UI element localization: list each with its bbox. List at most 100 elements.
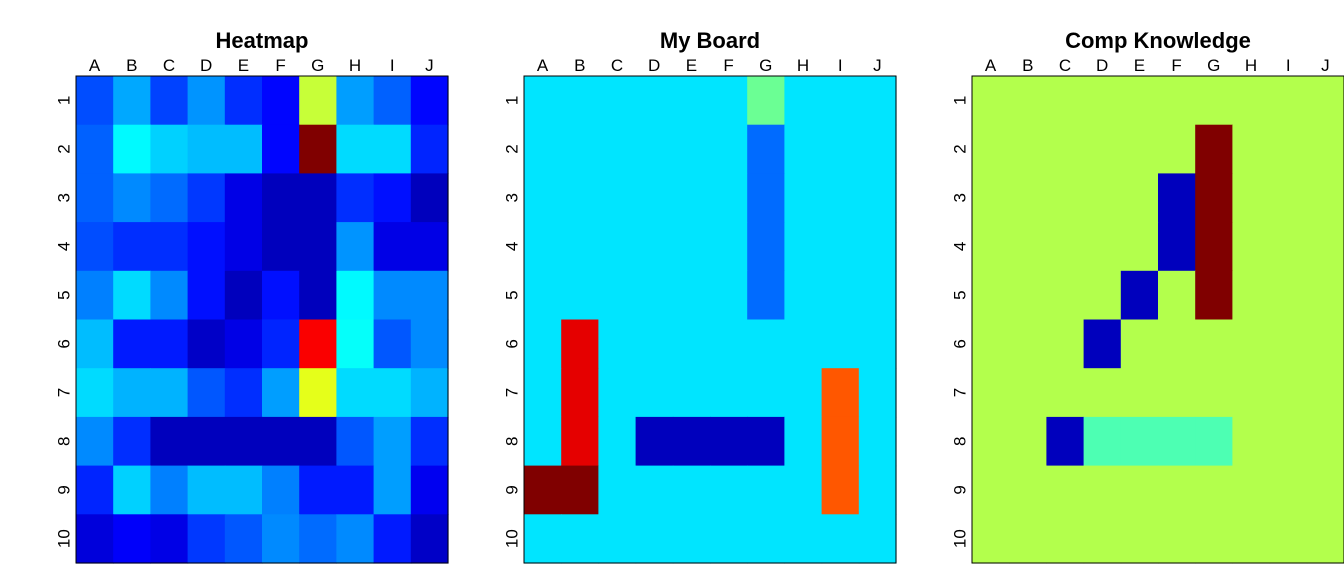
heatmap-cell xyxy=(1158,514,1196,564)
heatmap-cell xyxy=(972,514,1010,564)
plot-border xyxy=(971,75,1344,564)
y-tick-label: 1 xyxy=(55,96,74,105)
heatmap-cell xyxy=(76,124,114,174)
heatmap-cell xyxy=(1158,270,1196,321)
heatmap-cell xyxy=(524,514,562,564)
heatmap-cell xyxy=(224,514,263,564)
heatmap-cell xyxy=(635,368,674,418)
heatmap-cell xyxy=(524,173,562,223)
heatmap-cell xyxy=(373,416,412,467)
x-tick-label: C xyxy=(163,56,175,75)
heatmap-cell xyxy=(710,465,748,515)
x-tick-label: E xyxy=(1134,56,1145,75)
heatmap-cell xyxy=(410,319,449,369)
heatmap-cell xyxy=(262,222,300,272)
heatmap-cell xyxy=(1046,416,1085,467)
y-tick-label: 10 xyxy=(951,529,970,548)
heatmap-cell xyxy=(1083,465,1122,515)
y-tick-label: 3 xyxy=(503,193,522,202)
heatmap-cell xyxy=(336,465,375,515)
heatmap-cell xyxy=(784,465,823,515)
heatmap-cell xyxy=(187,465,226,515)
heatmap-cell xyxy=(262,465,300,515)
heatmap-cell xyxy=(524,270,562,321)
heatmap-cell xyxy=(1306,465,1344,515)
heatmap-cell xyxy=(635,222,674,272)
heatmap-cell xyxy=(1009,124,1047,174)
heatmap-cell xyxy=(1083,514,1122,564)
heatmap-cell xyxy=(1009,222,1047,272)
heatmap-cell xyxy=(1120,124,1159,174)
heatmap-cell xyxy=(1120,368,1159,418)
heatmap-cell xyxy=(373,465,412,515)
heatmap-cell xyxy=(224,416,263,467)
heatmap-cell xyxy=(1232,76,1271,126)
heatmap-cell xyxy=(373,173,412,223)
heatmap-cell xyxy=(821,416,860,467)
heatmap-cell xyxy=(113,416,151,467)
heatmap-cell xyxy=(1046,222,1085,272)
heatmap-cell xyxy=(635,416,674,467)
heatmap-cell xyxy=(1120,416,1159,467)
heatmap-cell xyxy=(858,124,897,174)
heatmap-cell xyxy=(1269,514,1308,564)
heatmap-cell xyxy=(262,173,300,223)
heatmap-cell xyxy=(598,465,637,515)
heatmap-cell xyxy=(1158,124,1196,174)
heatmap-cell xyxy=(299,222,337,272)
heatmap-cell xyxy=(1083,270,1122,321)
heatmap-cell xyxy=(747,368,785,418)
heatmap-cell xyxy=(1195,319,1233,369)
heatmap-cell xyxy=(858,368,897,418)
x-tick-label: F xyxy=(1171,56,1181,75)
heatmap-cell xyxy=(858,514,897,564)
heatmap-cell xyxy=(113,368,151,418)
y-tick-label: 9 xyxy=(951,485,970,494)
heatmap-cell xyxy=(1306,173,1344,223)
heatmap-cell xyxy=(150,76,189,126)
heatmap-cell xyxy=(113,270,151,321)
heatmap-cell xyxy=(972,76,1010,126)
heatmap-cell xyxy=(672,319,711,369)
x-tick-label: J xyxy=(1321,56,1330,75)
heatmap-cell xyxy=(1083,319,1122,369)
heatmap-cell xyxy=(524,124,562,174)
heatmap-cell xyxy=(150,270,189,321)
heatmap-cell xyxy=(784,416,823,467)
heatmap-cell xyxy=(784,76,823,126)
heatmap-cell xyxy=(710,270,748,321)
heatmap-cell xyxy=(598,222,637,272)
heatmap-cell xyxy=(1083,124,1122,174)
x-tick-label: F xyxy=(275,56,285,75)
heatmap-cell xyxy=(299,416,337,467)
heatmap-cell xyxy=(299,173,337,223)
heatmap-cell xyxy=(336,173,375,223)
heatmap-cell xyxy=(410,514,449,564)
heatmap-cell xyxy=(635,514,674,564)
heatmap-cell xyxy=(524,368,562,418)
heatmap-cell xyxy=(187,222,226,272)
heatmap-cell xyxy=(1269,465,1308,515)
heatmap-cell xyxy=(524,319,562,369)
heatmap-cell xyxy=(410,222,449,272)
heatmap-cell xyxy=(336,270,375,321)
heatmap-cell xyxy=(1195,173,1233,223)
heatmap-cell xyxy=(1120,270,1159,321)
heatmap-cell xyxy=(747,270,785,321)
heatmap-cell xyxy=(1158,173,1196,223)
heatmap-cell xyxy=(635,173,674,223)
heatmap-cell xyxy=(1232,416,1271,467)
heatmap-cell xyxy=(972,270,1010,321)
heatmap-cell xyxy=(373,319,412,369)
heatmap-cell xyxy=(821,465,860,515)
heatmap-cell xyxy=(262,270,300,321)
heatmap-cell xyxy=(113,514,151,564)
heatmap-cell xyxy=(858,222,897,272)
heatmap-cell xyxy=(299,514,337,564)
heatmap-cell xyxy=(635,124,674,174)
heatmap-cell xyxy=(1158,76,1196,126)
y-tick-label: 1 xyxy=(503,96,522,105)
heatmap-cell xyxy=(672,514,711,564)
heatmap-cell xyxy=(598,319,637,369)
heatmap-cell xyxy=(524,76,562,126)
